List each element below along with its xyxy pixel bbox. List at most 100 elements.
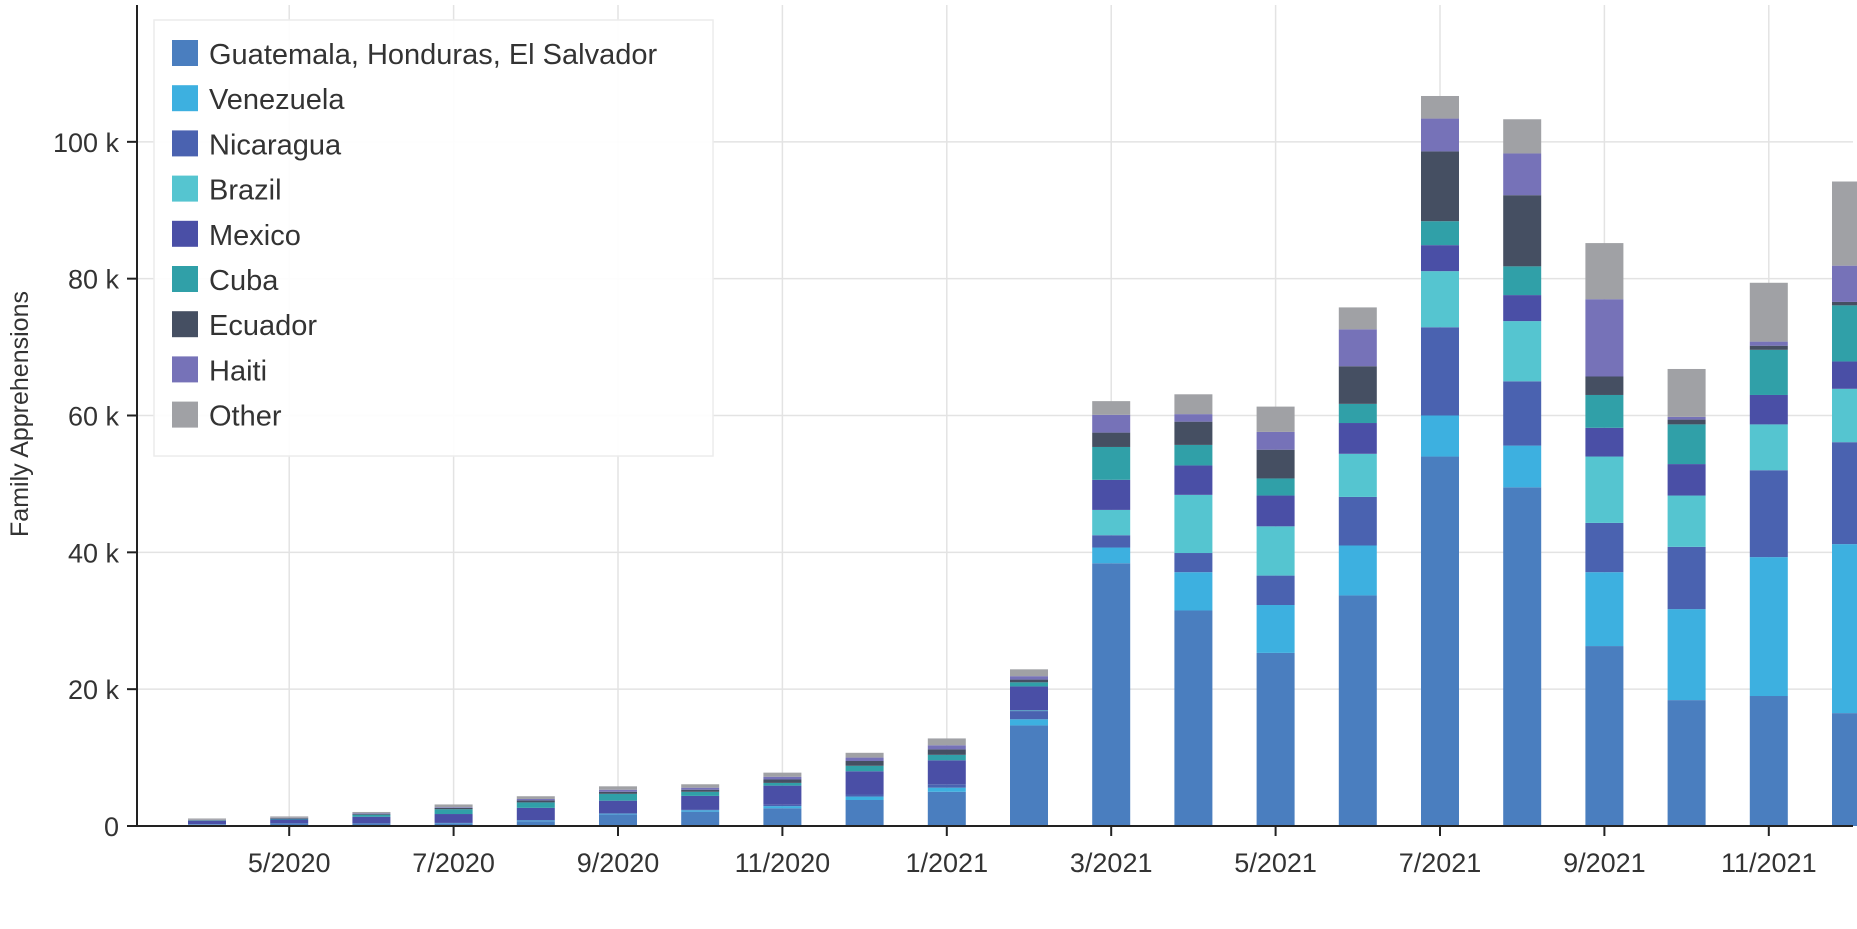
bar-segment	[1092, 432, 1131, 447]
bar-segment	[1256, 431, 1295, 450]
bar-segment	[270, 818, 309, 820]
bar-segment	[1503, 445, 1542, 488]
bar-segment	[1749, 345, 1788, 350]
bar-segment	[763, 806, 802, 809]
bar-segment	[1092, 479, 1131, 510]
bar-segment	[1421, 327, 1459, 416]
y-tick-label: 60 k	[68, 402, 120, 432]
bar-segment	[434, 804, 473, 808]
bar-segment	[1092, 509, 1131, 536]
bar-segment	[927, 791, 966, 826]
bar-segment	[1667, 609, 1706, 701]
bar-segment	[1256, 526, 1295, 576]
legend-swatch	[172, 175, 198, 202]
bar-segment	[516, 796, 555, 799]
bar-segment	[1585, 427, 1624, 457]
bar-segment	[1585, 572, 1624, 647]
bar-segment	[1338, 329, 1377, 367]
x-tick-label: 1/2021	[906, 848, 989, 878]
bar-segment	[1749, 557, 1788, 697]
bar-segment	[1832, 544, 1857, 714]
bar-segment	[516, 800, 555, 803]
bar-segment	[1092, 446, 1131, 480]
bar-segment	[434, 814, 473, 823]
bar-segment	[1010, 711, 1048, 720]
x-tick-label: 9/2020	[577, 848, 660, 878]
bar-segment	[845, 752, 884, 758]
bar-segment	[927, 784, 966, 788]
bar-segment	[1503, 321, 1542, 382]
bar-segment	[1421, 118, 1459, 152]
bar-segment	[681, 789, 720, 792]
x-tick-label: 11/2020	[735, 848, 831, 878]
bar-segment	[1256, 406, 1295, 432]
bar-segment	[1338, 423, 1377, 454]
legend-swatch	[172, 311, 198, 338]
legend-swatch	[172, 85, 198, 112]
legend-swatch	[172, 220, 198, 247]
bar-segment	[1010, 725, 1048, 826]
bar-segment	[1092, 401, 1131, 415]
bar-segment	[1174, 421, 1213, 445]
bar-segment	[845, 796, 884, 801]
legend-swatch	[172, 130, 198, 157]
bar-segment	[1832, 181, 1857, 266]
y-axis-title: Family Apprehensions	[6, 291, 34, 537]
bars	[188, 95, 1857, 826]
bar-segment	[352, 814, 391, 817]
bar-segment	[1092, 535, 1131, 548]
bar-segment	[188, 818, 226, 820]
bar-segment	[763, 779, 802, 783]
bar-segment	[1256, 575, 1295, 606]
y-tick-label: 20 k	[68, 675, 120, 705]
bar-segment	[1503, 119, 1542, 154]
axes	[127, 5, 1853, 836]
bar-segment	[1092, 547, 1131, 564]
legend-label: Haiti	[209, 355, 267, 387]
x-tick-label: 11/2021	[1721, 848, 1817, 878]
bar-segment	[681, 810, 720, 812]
bar-segment	[1174, 610, 1213, 826]
bar-segment	[434, 807, 473, 808]
bar-segment	[1749, 424, 1788, 471]
bar-segment	[763, 785, 802, 805]
bar-segment	[845, 794, 884, 797]
bar-segment	[1503, 266, 1542, 296]
bar-segment	[845, 771, 884, 795]
bar-segment	[599, 791, 637, 794]
y-tick-label: 100 k	[53, 128, 120, 158]
bar-segment	[845, 761, 884, 766]
bar-segment	[1503, 295, 1542, 322]
bar-segment	[1503, 487, 1542, 826]
x-tick-label: 7/2020	[412, 848, 495, 878]
bar-segment	[1174, 572, 1213, 611]
bar-segment	[763, 776, 802, 780]
bar-segment	[1832, 388, 1857, 443]
bar-segment	[1421, 415, 1459, 457]
legend-label: Mexico	[209, 220, 301, 252]
bar-segment	[1421, 456, 1459, 826]
legend-swatch	[172, 356, 198, 383]
bar-segment	[599, 813, 637, 814]
bar-segment	[1421, 245, 1459, 272]
bar-segment	[434, 807, 473, 810]
bar-segment	[1338, 595, 1377, 826]
bar-segment	[845, 757, 884, 762]
bar-segment	[1010, 679, 1048, 683]
bar-segment	[516, 807, 555, 821]
bar-segment	[1585, 394, 1624, 428]
bar-segment	[270, 819, 309, 824]
bar-segment	[763, 772, 802, 777]
bar-segment	[1010, 686, 1048, 711]
bar-segment	[1749, 394, 1788, 425]
bar-segment	[1585, 376, 1624, 395]
bar-segment	[1667, 419, 1706, 425]
bar-segment	[927, 745, 966, 750]
bar-segment	[1421, 95, 1459, 119]
bar-segment	[516, 802, 555, 808]
bar-segment	[1421, 151, 1459, 222]
bar-segment	[270, 816, 309, 818]
bar-segment	[1174, 553, 1213, 573]
legend-label: Other	[209, 401, 282, 433]
x-tick-label: 3/2021	[1070, 848, 1153, 878]
